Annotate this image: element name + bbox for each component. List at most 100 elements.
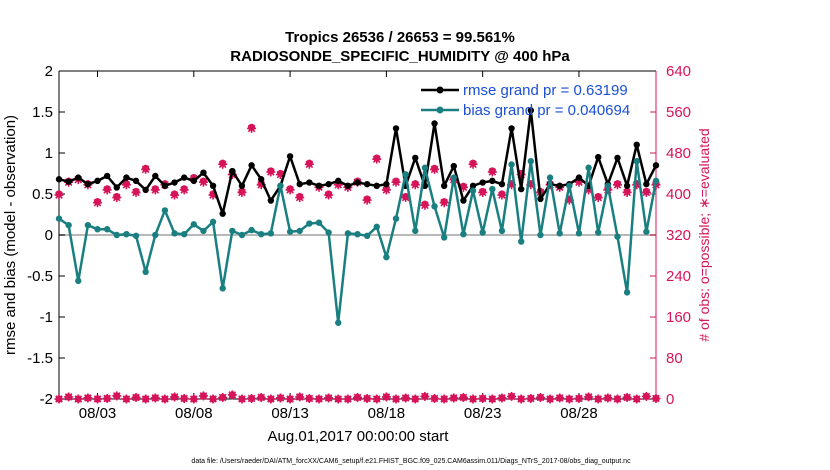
bias-point [440,234,448,241]
bias-point [84,221,92,229]
bias-point [267,230,275,237]
rmse-point [556,182,563,189]
rmse-point [84,180,92,188]
evaluated-low-point [391,394,401,404]
evaluated-low-point [54,394,64,404]
bias-point [229,227,236,235]
rmse-point [614,154,621,162]
bias-point [142,268,149,276]
evaluated-point [237,187,247,197]
bias-point [614,233,621,240]
rmse-point [412,154,419,162]
evaluated-point [381,185,391,195]
evaluated-low-point [564,394,574,404]
rmse-point [171,179,178,186]
rmse-point [55,176,63,183]
bias-point [190,221,198,228]
evaluated-low-point [121,394,131,404]
evaluated-low-point [381,392,391,402]
y-right-tick-label: 640 [666,63,691,80]
evaluated-point [372,154,382,164]
y-tick-label: 2 [45,63,53,80]
rmse-point [469,182,477,189]
rmse-point [633,141,640,148]
rmse-point [190,177,198,185]
bias-point [55,215,63,222]
rmse-point [335,177,342,185]
rmse-point [479,179,486,186]
rmse-point [161,182,169,189]
evaluated-point [593,193,603,203]
evaluated-low-point [170,392,180,402]
evaluated-low-point [227,390,237,400]
y-right-tick-label: 480 [666,145,691,162]
rmse-point [325,180,332,188]
evaluated-low-point [304,393,314,403]
rmse-point [450,162,457,170]
y-axis-label: rmse and bias (model - observation) [2,115,19,355]
y-tick-label: -1.5 [27,350,53,367]
bias-point [258,230,265,238]
evaluated-point [324,190,334,200]
evaluated-low-point [179,393,189,403]
bias-point [354,230,361,238]
evaluated-point [121,180,131,190]
rmse-point [296,180,303,188]
legend-bias-marker [436,106,444,114]
bias-point [633,158,640,165]
evaluated-low-point [372,394,382,404]
legend: rmse grand pr = 0.63199 bias grand pr = … [421,82,630,119]
x-tick-label: 08/28 [560,405,598,422]
evaluated-low-point [83,393,93,403]
evaluated-low-point [275,393,285,403]
rmse-point [431,120,438,127]
evaluated-low-point [535,392,545,402]
legend-rmse-marker [436,86,444,94]
evaluated-point [304,159,314,169]
evaluated-point [285,185,295,195]
evaluated-low-point [198,391,208,401]
bias-point [200,227,207,235]
rmse-point [94,177,101,185]
evaluated-point [112,193,122,203]
rmse-point [498,180,506,188]
bias-point [306,220,313,227]
y-right-tick-label: 160 [666,309,691,326]
rmse-point [383,180,390,188]
evaluated-point [295,193,305,203]
legend-bias-label: bias grand pr = 0.040694 [463,102,630,119]
rmse-point [103,172,111,180]
rmse-point [527,107,535,114]
evaluated-low-point [420,391,430,401]
bias-point [209,218,217,226]
bias-point [585,164,592,171]
bias-point [527,158,535,165]
rmse-point [113,184,120,191]
x-tick-label: 08/23 [464,405,502,422]
bias-point [517,238,525,245]
evaluated-point [102,185,112,195]
rmse-point [354,179,361,186]
y-right-tick-label: 320 [666,227,691,244]
bias-point [575,230,583,237]
evaluated-low-point [324,393,334,403]
bias-point [161,207,169,214]
evaluated-low-point [468,394,478,404]
bias-point [652,177,660,185]
bias-point [219,285,226,292]
data-file-footnote: data file: /Users/raeder/DAI/ATM_forcXX/… [191,458,631,465]
rmse-point [209,182,217,189]
bias-point [431,203,438,210]
bias-point [238,231,246,239]
bias-point [460,230,467,238]
evaluated-low-point [478,393,488,403]
rmse-point [440,182,448,189]
evaluated-low-point [256,392,266,402]
bias-point [363,232,371,240]
rmse-point [142,186,149,194]
evaluated-low-point [189,394,199,404]
bias-point [277,182,284,189]
rmse-point [392,125,400,132]
evaluated-low-point [449,393,459,403]
bias-point [75,277,82,285]
